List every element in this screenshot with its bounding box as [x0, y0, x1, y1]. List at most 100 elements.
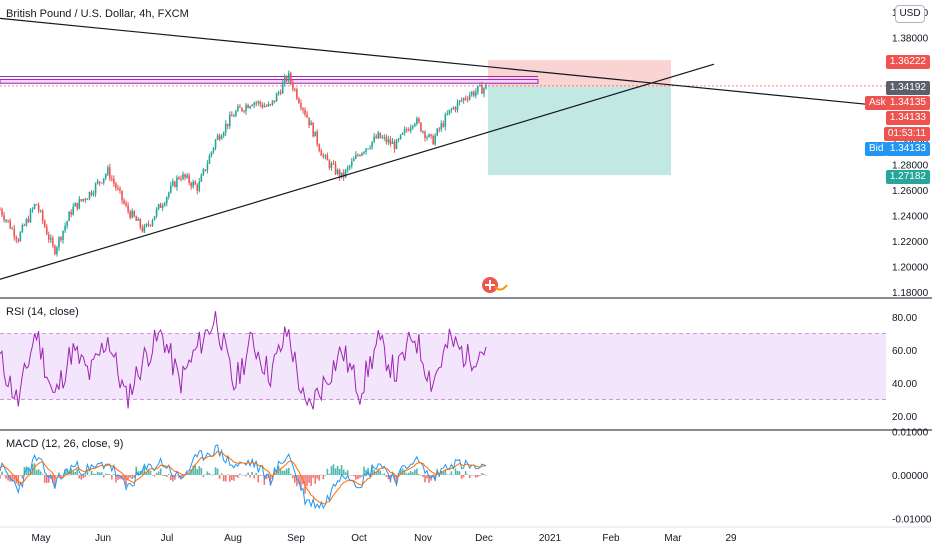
macd-histogram-bar — [216, 468, 219, 475]
macd-histogram-bar — [273, 469, 276, 475]
candle-body — [104, 174, 107, 179]
macd-histogram-bar — [231, 475, 233, 480]
candle-body — [102, 178, 105, 183]
candle-body — [220, 136, 223, 140]
macd-histogram-bar — [450, 471, 453, 475]
current-price-tag: 1.34133 — [885, 111, 930, 125]
candle-body — [135, 216, 138, 221]
candle-body — [361, 152, 363, 156]
macd-histogram-bar — [241, 474, 243, 476]
macd-histogram-bar — [157, 471, 160, 475]
candle-body — [86, 198, 89, 200]
candle-body — [109, 167, 111, 179]
candle-body — [365, 148, 367, 152]
macd-histogram-bar — [332, 464, 335, 475]
candle-body — [82, 198, 85, 201]
macd-histogram-bar — [393, 475, 396, 481]
candle-body — [35, 204, 38, 206]
candle-body — [373, 136, 375, 142]
candle-body — [263, 105, 266, 108]
candle-body — [159, 204, 162, 208]
currency-button[interactable]: USD — [895, 5, 925, 23]
candle-body — [426, 136, 428, 138]
candle-body — [391, 141, 394, 144]
macd-histogram-bar — [86, 469, 89, 475]
macd-histogram-bar — [208, 473, 211, 475]
price-axis-tick-label: 1.38000 — [892, 33, 929, 44]
candle-body — [310, 122, 312, 126]
candle-body — [440, 123, 443, 130]
candle-body — [214, 139, 217, 148]
macd-histogram-bar — [265, 475, 268, 480]
candle-body — [145, 223, 148, 227]
macd-histogram-bar — [159, 468, 162, 475]
candle-body — [285, 76, 288, 81]
macd-histogram-bar — [172, 475, 174, 482]
candle-body — [50, 238, 52, 240]
macd-histogram-bar — [39, 471, 42, 475]
candle-body — [17, 239, 20, 242]
macd-histogram-bar — [271, 475, 274, 479]
candle-body — [450, 109, 453, 111]
candle-body — [355, 154, 357, 159]
candle-body — [216, 135, 219, 140]
macd-histogram-bar — [257, 475, 260, 483]
macd-histogram-bar — [357, 475, 359, 480]
macd-histogram-bar — [17, 475, 20, 486]
macd-histogram-bar — [239, 473, 241, 475]
macd-histogram-bar — [62, 474, 64, 476]
candle-body — [281, 83, 284, 94]
candle-body — [436, 128, 438, 136]
candle-body — [233, 115, 235, 117]
rsi-band — [0, 333, 886, 400]
candle-body — [149, 224, 152, 226]
macd-histogram-bar — [224, 475, 227, 482]
candle-body — [296, 89, 298, 99]
price-axis-tick-label: 1.28000 — [892, 161, 929, 172]
resistance-trendline — [0, 17, 887, 107]
macd-histogram-bar — [298, 475, 300, 484]
macd-histogram-bar — [424, 475, 426, 483]
macd-histogram-bar — [117, 475, 119, 480]
candle-body — [237, 106, 239, 112]
macd-histogram-bar — [123, 475, 125, 481]
candle-body — [409, 127, 412, 131]
candle-body — [475, 91, 477, 96]
candle-body — [39, 210, 42, 212]
candle-body — [196, 184, 199, 191]
macd-histogram-bar — [7, 475, 9, 481]
candle-body — [96, 181, 99, 184]
macd-histogram-bar — [251, 471, 253, 475]
candle-body — [147, 223, 150, 225]
bid-label: Bid — [865, 142, 888, 156]
candle-body — [414, 123, 416, 126]
candle-body — [265, 105, 268, 107]
macd-histogram-bar — [365, 469, 367, 475]
macd-histogram-bar — [119, 475, 121, 480]
macd-axis-tick-label: 0.01000 — [892, 428, 929, 439]
macd-histogram-bar — [414, 469, 416, 475]
macd-histogram-bar — [314, 475, 316, 484]
macd-histogram-bar — [78, 475, 81, 479]
macd-histogram-bar — [54, 475, 56, 487]
candle-body — [432, 135, 434, 145]
target-price-tag: 1.27182 — [885, 170, 930, 184]
candle-body — [165, 197, 168, 204]
macd-histogram-bar — [334, 468, 337, 475]
macd-histogram-bar — [94, 474, 97, 475]
candle-body — [324, 155, 327, 157]
time-axis-tick-label: Aug — [224, 533, 242, 544]
candle-body — [9, 220, 11, 229]
macd-histogram-bar — [281, 470, 284, 475]
candle-body — [106, 167, 109, 175]
time-axis-tick-label: 29 — [725, 533, 737, 544]
candle-body — [161, 205, 164, 208]
macd-histogram-bar — [214, 467, 217, 475]
candle-body — [371, 141, 373, 148]
candle-body — [395, 139, 398, 150]
candle-body — [172, 181, 174, 186]
candle-body — [23, 224, 26, 226]
candle-body — [279, 92, 282, 94]
macd-histogram-bar — [247, 472, 249, 475]
